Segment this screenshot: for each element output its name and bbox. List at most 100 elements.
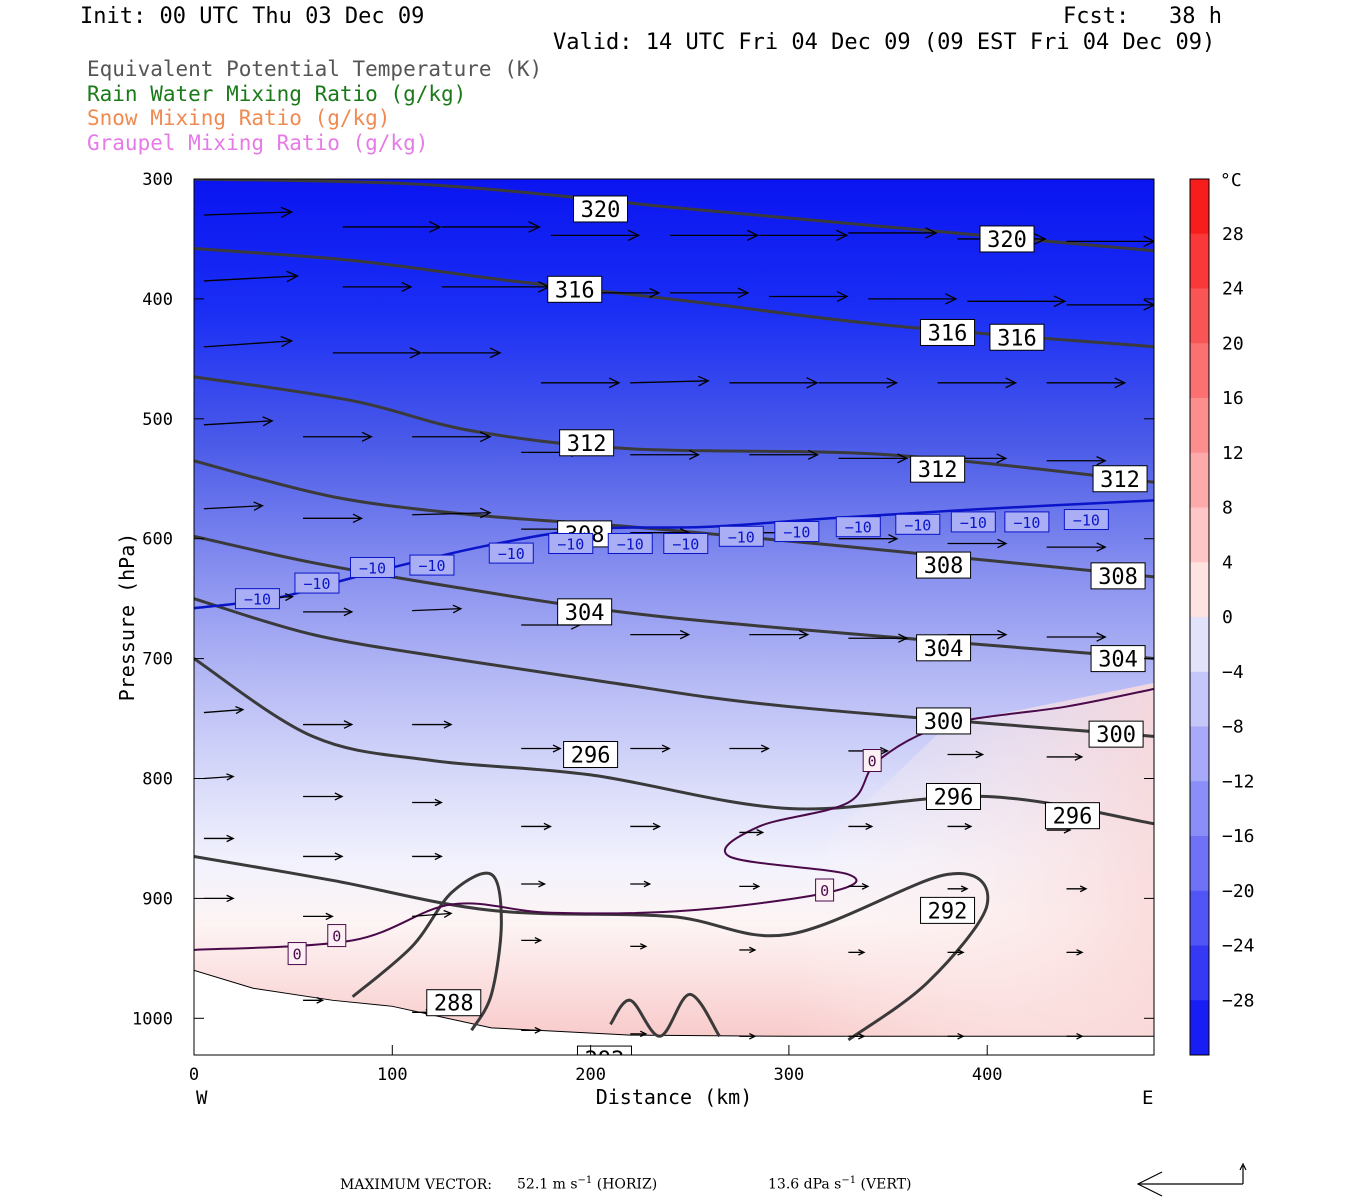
colorbar-tick-label: −28 (1222, 990, 1255, 1011)
svg-text:312: 312 (918, 458, 958, 483)
theta-e-label: 300 (1088, 720, 1144, 748)
wind-vector (630, 943, 648, 950)
y-tick-label: 300 (142, 170, 173, 190)
theta-e-label: 316 (989, 323, 1045, 351)
legend-snow: Snow Mixing Ratio (g/kg) (87, 106, 391, 130)
colorbar-segment (1190, 179, 1209, 235)
colorbar-tick-label: −16 (1222, 826, 1255, 847)
terrain (194, 969, 1154, 1055)
wind-vector (342, 281, 413, 292)
svg-text:0: 0 (332, 928, 341, 946)
y-tick-label: 1000 (132, 1009, 173, 1029)
wind-vector (412, 431, 492, 443)
valid-time: Valid: 14 UTC Fri 04 Dec 09 (09 EST Fri … (553, 30, 1216, 55)
theta-e-label: 296 (563, 741, 619, 769)
wind-vector (541, 377, 621, 389)
svg-text:−10: −10 (557, 535, 584, 553)
wind-vector (818, 377, 899, 389)
isotherm-minus10-label: −10 (294, 572, 340, 594)
wind-vector (947, 1033, 965, 1040)
wind-vector (203, 706, 245, 715)
wind-vector (1046, 377, 1127, 389)
wind-vector (303, 513, 364, 524)
wind-vector (739, 882, 761, 890)
colorbar-tick-label: 0 (1222, 607, 1233, 628)
wind-vector (729, 377, 819, 389)
svg-text:−10: −10 (1013, 514, 1040, 532)
wind-vector (1066, 949, 1084, 956)
svg-text:0: 0 (868, 753, 877, 771)
colorbar-segment (1190, 836, 1209, 892)
plot-frame (193, 178, 1155, 1056)
wind-vector (749, 629, 810, 640)
wind-vector (303, 431, 373, 442)
isotherm-minus10-label: −10 (718, 525, 764, 547)
isotherm-minus10-label: −10 (774, 521, 820, 543)
colorbar-tick-label: −24 (1222, 936, 1255, 957)
svg-text:0: 0 (293, 946, 302, 964)
svg-text:308: 308 (924, 554, 964, 579)
svg-text:−10: −10 (1073, 512, 1100, 530)
x-tick-label: 0 (189, 1065, 199, 1085)
svg-text:288: 288 (434, 992, 474, 1017)
svg-text:300: 300 (924, 710, 964, 735)
x-tick-label: 300 (774, 1065, 805, 1085)
svg-text:−10: −10 (617, 535, 644, 553)
wind-vector (203, 894, 235, 903)
colorbar-unit: °C (1220, 170, 1242, 191)
wind-vector (848, 633, 909, 643)
wind-vector (630, 880, 652, 888)
theta-e-label: 308 (916, 551, 972, 579)
plot-area: 3203203163163163123123123083083083043043… (194, 179, 1154, 1055)
wind-vector (669, 287, 750, 299)
isotherm-minus10-label: −10 (835, 516, 881, 538)
svg-text:320: 320 (581, 198, 621, 223)
isotherm-minus10-label: −10 (409, 554, 455, 576)
x-end-label-east: E (1142, 1087, 1153, 1109)
colorbar-segment (1190, 233, 1209, 289)
wind-vector (521, 744, 562, 753)
wind-vector (303, 792, 344, 801)
warm-zone-shading (788, 682, 1154, 1055)
colorbar-tick-label: 20 (1222, 333, 1244, 354)
y-axis-label: Pressure (hPa) (115, 533, 139, 702)
colorbar-segment (1190, 288, 1209, 344)
y-tick-label: 600 (142, 530, 173, 550)
isotherm-minus10-label: −10 (1063, 509, 1109, 531)
svg-text:−10: −10 (960, 514, 987, 532)
wind-vector (739, 828, 765, 836)
colorbar-segment (1190, 671, 1209, 727)
theta-e-label: 320 (573, 195, 629, 223)
wind-vector (848, 822, 874, 831)
wind-vector (412, 852, 443, 861)
wind-vector (303, 852, 344, 861)
isotherm-minus10-label: −10 (950, 511, 996, 533)
wind-vector (441, 221, 541, 233)
wind-vector (630, 375, 710, 387)
wind-vector (848, 949, 866, 956)
wind-vector (947, 750, 985, 759)
wind-vector (838, 533, 899, 544)
init-time: Init: 00 UTC Thu 03 Dec 09 (80, 4, 425, 29)
wind-vector (630, 822, 662, 831)
y-tick-label: 700 (142, 650, 173, 670)
wind-vector (342, 221, 442, 233)
theta-e-label: 308 (1090, 562, 1146, 590)
svg-text:300: 300 (1096, 723, 1136, 748)
wind-vector (412, 507, 492, 519)
theta-e-label: 288 (426, 989, 482, 1017)
wind-vector (947, 538, 1008, 549)
wind-vector (848, 1033, 866, 1040)
wind-vector (630, 629, 691, 640)
wind-vector (521, 822, 552, 831)
wind-vector (759, 229, 849, 242)
colorbar-segment (1190, 617, 1209, 673)
wind-vector (303, 720, 354, 729)
theta-e-292 (609, 992, 721, 1038)
y-tick-label: 900 (142, 889, 173, 909)
svg-text:−10: −10 (845, 519, 872, 537)
svg-text:308: 308 (1098, 565, 1138, 590)
wind-vector (630, 449, 701, 460)
wind-vector (550, 229, 641, 242)
wind-vector (1046, 632, 1107, 642)
